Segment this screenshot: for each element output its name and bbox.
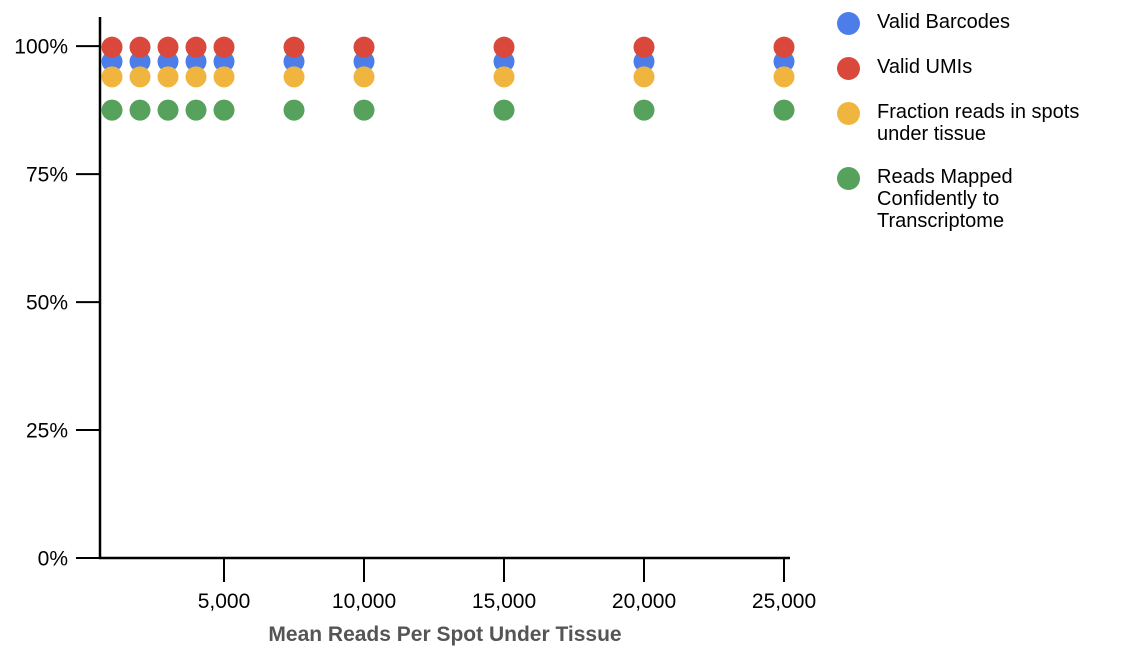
x-axis-title: Mean Reads Per Spot Under Tissue — [268, 623, 622, 646]
legend: Valid Barcodes Valid UMIs Fraction reads i… — [837, 11, 1137, 253]
data-point — [493, 99, 515, 121]
y-tick-label: 75% — [26, 164, 68, 187]
data-point — [633, 99, 655, 121]
data-point — [157, 66, 179, 88]
data-point — [633, 66, 655, 88]
data-point — [283, 99, 305, 121]
data-point — [493, 66, 515, 88]
legend-label: Reads Mapped Confidently to Transcriptom… — [877, 166, 1013, 232]
data-point — [157, 99, 179, 121]
data-point — [213, 36, 235, 58]
data-point — [129, 36, 151, 58]
y-tick-label: 100% — [14, 36, 68, 59]
data-point — [101, 66, 123, 88]
data-point — [283, 66, 305, 88]
data-point — [213, 99, 235, 121]
legend-dot-icon — [837, 12, 860, 35]
x-tick-label: 15,000 — [472, 590, 536, 613]
x-tick-label: 20,000 — [612, 590, 676, 613]
legend-item[interactable]: Valid Barcodes — [837, 11, 1137, 35]
x-tick-label: 10,000 — [332, 590, 396, 613]
data-point — [773, 99, 795, 121]
y-tick-label: 25% — [26, 420, 68, 443]
data-point — [185, 99, 207, 121]
data-point — [353, 36, 375, 58]
legend-item[interactable]: Fraction reads in spots under tissue — [837, 101, 1137, 145]
data-point — [101, 36, 123, 58]
data-point — [493, 36, 515, 58]
data-point — [213, 66, 235, 88]
legend-item[interactable]: Valid UMIs — [837, 56, 1137, 80]
data-point — [773, 36, 795, 58]
data-point — [129, 66, 151, 88]
y-tick-label: 50% — [26, 292, 68, 315]
legend-item[interactable]: Reads Mapped Confidently to Transcriptom… — [837, 166, 1137, 232]
data-point — [353, 66, 375, 88]
data-point — [773, 66, 795, 88]
data-point — [353, 99, 375, 121]
data-point — [129, 99, 151, 121]
y-tick-label: 0% — [38, 548, 68, 571]
legend-label: Fraction reads in spots under tissue — [877, 101, 1080, 145]
legend-dot-icon — [837, 167, 860, 190]
data-point — [185, 36, 207, 58]
legend-dot-icon — [837, 57, 860, 80]
data-point — [633, 36, 655, 58]
legend-label: Valid Barcodes — [877, 11, 1011, 33]
data-point — [283, 36, 305, 58]
legend-dot-icon — [837, 102, 860, 125]
legend-label: Valid UMIs — [877, 56, 973, 78]
data-point — [185, 66, 207, 88]
x-tick-label: 5,000 — [198, 590, 251, 613]
data-point — [157, 36, 179, 58]
data-point — [101, 99, 123, 121]
x-tick-label: 25,000 — [752, 590, 816, 613]
